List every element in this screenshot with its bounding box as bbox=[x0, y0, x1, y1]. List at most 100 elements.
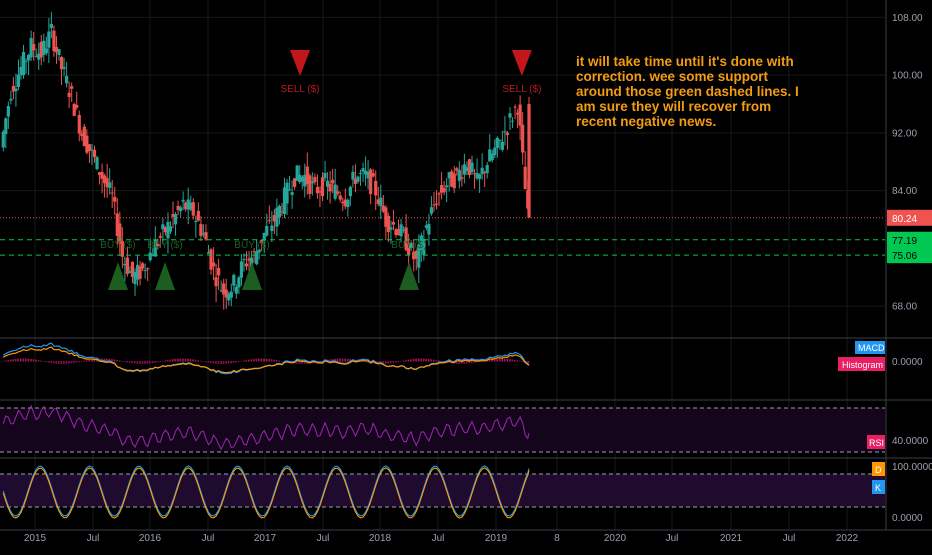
histogram-bar bbox=[83, 360, 85, 362]
histogram-bar bbox=[199, 360, 202, 362]
price-tick-label: 108.00 bbox=[892, 13, 923, 24]
histogram-bar bbox=[141, 361, 144, 364]
candle-body bbox=[485, 165, 489, 174]
histogram-bar bbox=[42, 361, 45, 362]
histogram-bar bbox=[159, 361, 161, 362]
candle-body bbox=[65, 76, 69, 84]
histogram-bar bbox=[349, 359, 351, 362]
histogram-bar bbox=[334, 358, 336, 362]
histogram-bar bbox=[123, 361, 126, 362]
candle-body bbox=[115, 213, 119, 236]
candle-body bbox=[103, 175, 107, 184]
histogram-bar bbox=[111, 359, 113, 362]
candle-body bbox=[510, 120, 515, 122]
candle-body bbox=[123, 263, 127, 266]
candle-body bbox=[523, 166, 527, 190]
histogram-bar bbox=[248, 359, 250, 362]
candle-body bbox=[39, 41, 43, 58]
candle-body bbox=[282, 187, 287, 215]
candle-body bbox=[343, 199, 347, 207]
candle-body bbox=[168, 226, 173, 232]
buy-signal-arrow bbox=[155, 262, 175, 290]
candle-body bbox=[419, 235, 423, 250]
candle-body bbox=[75, 105, 79, 108]
histogram-bar bbox=[139, 361, 141, 364]
candle-body bbox=[92, 149, 97, 157]
histogram-bar bbox=[58, 361, 60, 364]
candle-body bbox=[363, 170, 368, 175]
candle-body bbox=[1, 131, 5, 148]
candle-body bbox=[336, 191, 340, 194]
histogram-bar bbox=[222, 361, 225, 364]
candle-body bbox=[475, 173, 479, 179]
histogram-bar bbox=[394, 361, 397, 363]
histogram-bar bbox=[14, 358, 17, 362]
time-label: 2019 bbox=[485, 533, 508, 544]
histogram-bar bbox=[339, 358, 341, 362]
histogram-bar bbox=[263, 358, 265, 362]
histogram-bar bbox=[435, 360, 438, 362]
candle-body bbox=[447, 172, 451, 179]
buy-signal-label: BUY ($) bbox=[234, 240, 269, 251]
histogram-bar bbox=[275, 360, 278, 362]
histogram-bar bbox=[65, 361, 68, 364]
histogram-bar bbox=[389, 361, 392, 364]
candle-body bbox=[105, 178, 109, 188]
histogram-bar bbox=[55, 361, 58, 364]
candle-body bbox=[72, 104, 76, 116]
histogram-bar bbox=[25, 358, 27, 362]
histogram-bar bbox=[17, 358, 20, 362]
candle-body bbox=[341, 201, 345, 204]
histogram-bar bbox=[460, 361, 463, 364]
histogram-bar bbox=[136, 361, 139, 364]
candle-body bbox=[300, 176, 304, 182]
histogram-bar bbox=[197, 360, 199, 362]
candle-body bbox=[37, 53, 41, 60]
histogram-bar bbox=[346, 358, 349, 362]
support-levels: 80.24 77.19 75.06 bbox=[0, 209, 932, 264]
histogram-bar bbox=[415, 358, 417, 362]
histogram-bar bbox=[301, 361, 303, 364]
histogram-bar bbox=[182, 358, 184, 362]
candle-body bbox=[173, 214, 178, 225]
macd-badge bbox=[855, 341, 885, 354]
candle-body bbox=[184, 202, 188, 210]
histogram-bar bbox=[397, 361, 400, 363]
histogram-bar bbox=[90, 359, 93, 362]
candle-body bbox=[331, 179, 335, 184]
histogram-bar bbox=[131, 361, 134, 364]
histogram-bar bbox=[425, 358, 427, 362]
candle-body bbox=[135, 264, 140, 280]
histogram-bar bbox=[273, 359, 275, 362]
macd-panel: MACD Histogram 0.0000 bbox=[2, 341, 923, 375]
histogram-bar bbox=[245, 360, 248, 362]
histogram-bar bbox=[344, 358, 346, 362]
candle-body bbox=[244, 263, 249, 267]
candle-body bbox=[427, 223, 431, 235]
histogram-bar bbox=[192, 359, 194, 362]
histogram-bar bbox=[40, 360, 42, 362]
candle-body bbox=[361, 168, 365, 172]
candle-body bbox=[110, 192, 114, 194]
candle-body bbox=[249, 257, 254, 268]
candle-body bbox=[34, 55, 38, 57]
candle-body bbox=[59, 57, 64, 70]
candle-body bbox=[21, 52, 26, 76]
candle-body bbox=[204, 232, 208, 240]
histogram-bar bbox=[161, 360, 164, 362]
candle-body bbox=[262, 232, 266, 241]
buy-signal-label: BUY ($) bbox=[100, 240, 135, 251]
histogram-bar bbox=[103, 358, 106, 362]
candle-body bbox=[100, 172, 104, 179]
histogram-bar bbox=[420, 358, 422, 362]
histogram-bar bbox=[407, 359, 410, 362]
candle-body bbox=[120, 241, 124, 257]
histogram-bar bbox=[253, 358, 255, 362]
candle-body bbox=[376, 199, 380, 205]
stoch-k-line bbox=[2, 465, 530, 517]
candle-body bbox=[54, 47, 59, 53]
histogram-bar bbox=[422, 358, 425, 362]
candle-body bbox=[252, 251, 256, 253]
stoch-d-badge bbox=[872, 462, 885, 476]
